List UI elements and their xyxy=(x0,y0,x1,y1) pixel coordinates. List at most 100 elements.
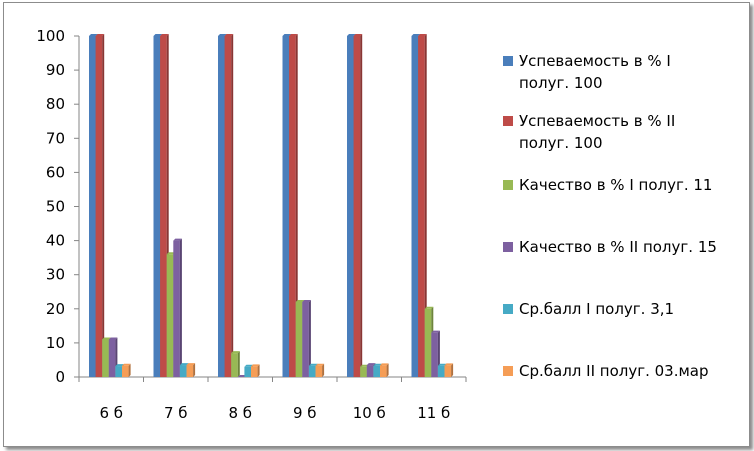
x-tick-label: 8 б xyxy=(228,404,252,422)
bar xyxy=(224,36,232,377)
bar xyxy=(282,36,290,377)
legend-marker xyxy=(503,366,513,376)
y-tick-label: 70 xyxy=(46,129,65,147)
bar xyxy=(218,36,225,377)
bar-top xyxy=(231,351,240,354)
bar-top xyxy=(373,363,382,366)
bar xyxy=(444,365,452,377)
bar-top xyxy=(315,363,325,366)
y-tick-label: 40 xyxy=(46,232,65,250)
bar-top xyxy=(282,34,292,36)
bar xyxy=(424,308,432,377)
legend-label: Успеваемость в % I xyxy=(519,52,671,70)
legend-label: полуг. 100 xyxy=(519,74,603,92)
bar-top xyxy=(95,34,105,36)
legend-label: Качество в % II полуг. 15 xyxy=(519,238,717,256)
bar xyxy=(115,366,122,377)
bar xyxy=(89,36,96,377)
bar-top xyxy=(418,34,427,36)
bar-side xyxy=(231,34,234,377)
bar-top xyxy=(366,363,376,366)
bar-top xyxy=(353,34,363,36)
bar-side xyxy=(102,34,105,377)
y-tick-label: 20 xyxy=(46,300,65,318)
y-tick-label: 90 xyxy=(46,61,65,79)
bar-side xyxy=(179,238,182,377)
bar-side xyxy=(424,34,427,377)
legend-marker xyxy=(503,180,513,190)
bar-top xyxy=(115,364,124,367)
bar-top xyxy=(160,34,169,36)
bar-top xyxy=(308,363,318,366)
bar-top xyxy=(244,364,253,367)
bar-top xyxy=(437,363,447,366)
legend-marker xyxy=(503,116,513,126)
bar xyxy=(289,36,296,377)
bar-side xyxy=(257,364,260,377)
bar-top xyxy=(186,363,196,366)
bar xyxy=(418,36,425,377)
bar xyxy=(231,353,238,377)
bar-top xyxy=(173,238,182,241)
bar xyxy=(179,365,187,377)
bar xyxy=(153,36,161,377)
bar xyxy=(160,36,167,377)
bar-side xyxy=(295,34,298,377)
x-tick-label: 6 б xyxy=(99,404,123,422)
bar-side xyxy=(386,363,389,377)
bar-top xyxy=(380,363,389,366)
bar-top xyxy=(251,364,260,367)
bar-top xyxy=(295,299,305,302)
y-tick-label: 60 xyxy=(46,163,65,181)
bar xyxy=(251,366,258,377)
bar xyxy=(411,36,419,377)
bar xyxy=(347,36,354,377)
bar-top xyxy=(179,363,189,366)
bar xyxy=(437,365,445,377)
bar-top xyxy=(411,34,421,36)
bar-top xyxy=(302,299,311,302)
x-tick-label: 7 б xyxy=(164,404,188,422)
legend-marker xyxy=(503,242,513,252)
bar xyxy=(108,339,116,377)
legend-label: Успеваемость в % II xyxy=(519,112,675,130)
bar xyxy=(122,365,129,377)
bar xyxy=(95,36,103,377)
bar xyxy=(244,366,251,377)
bar xyxy=(102,339,109,377)
bar xyxy=(308,365,316,377)
bar xyxy=(173,240,180,377)
bar-side xyxy=(451,363,454,377)
bar-side xyxy=(237,351,240,377)
bar-top xyxy=(431,330,440,333)
bar-top xyxy=(289,34,298,36)
bar xyxy=(315,365,323,377)
y-tick-label: 30 xyxy=(46,266,65,284)
bar xyxy=(166,254,174,377)
y-tick-label: 0 xyxy=(55,368,65,386)
bar xyxy=(360,366,367,377)
bar xyxy=(302,301,309,377)
bar-top xyxy=(108,337,118,340)
bar-top xyxy=(237,375,247,377)
legend-label: Ср.балл II полуг. 03.мар xyxy=(519,362,709,380)
bar-top xyxy=(153,34,163,36)
legend-label: Качество в % I полуг. 11 xyxy=(519,176,712,194)
bar xyxy=(373,365,380,377)
legend-label: полуг. 100 xyxy=(519,134,603,152)
y-tick-label: 100 xyxy=(36,27,65,45)
bar-side xyxy=(322,363,325,377)
bar-side xyxy=(128,363,131,377)
bar-top xyxy=(102,337,111,340)
y-tick-label: 80 xyxy=(46,95,65,113)
y-tick-label: 50 xyxy=(46,198,65,216)
bar-top xyxy=(218,34,227,36)
bar xyxy=(380,365,387,377)
bar-top xyxy=(424,306,434,309)
legend-label: Ср.балл I полуг. 3,1 xyxy=(519,300,674,318)
bar xyxy=(353,36,361,377)
x-tick-label: 11 б xyxy=(417,404,450,422)
legend-marker xyxy=(503,56,513,66)
bar-top xyxy=(360,364,369,367)
